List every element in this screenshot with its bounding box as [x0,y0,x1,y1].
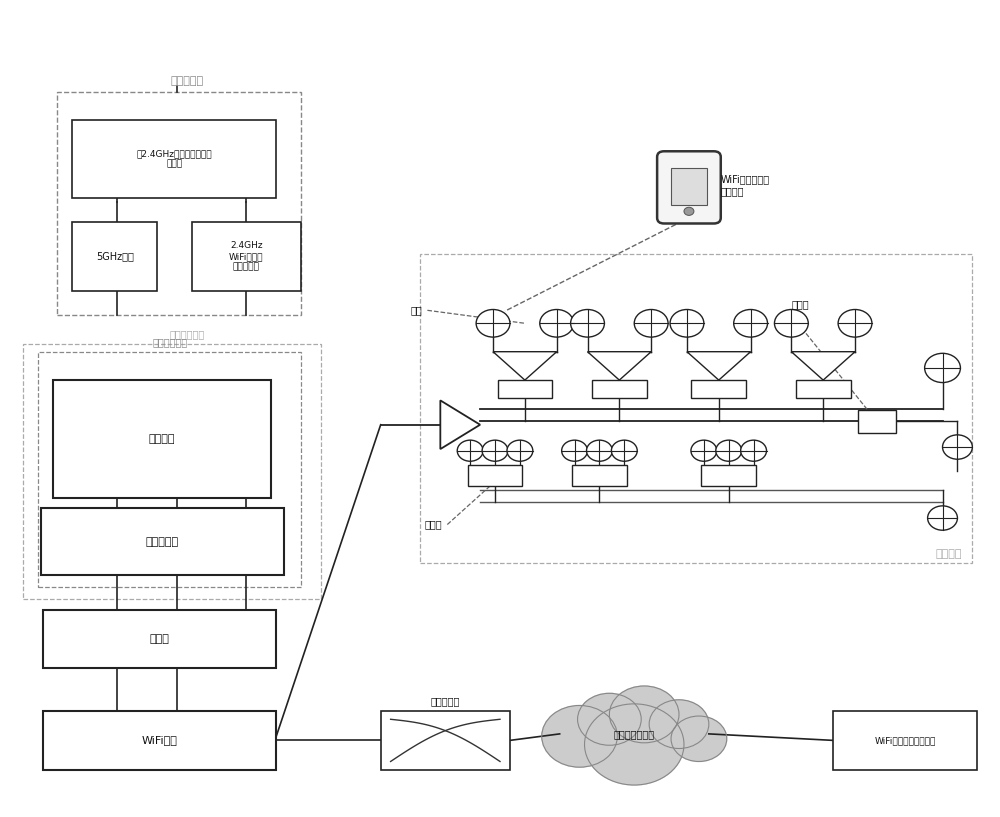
Bar [41,508,284,575]
Text: 信号处理器: 信号处理器 [170,76,203,87]
Bar [192,222,301,291]
Polygon shape [440,400,480,449]
Circle shape [578,694,641,745]
Text: WiFi基站: WiFi基站 [141,735,177,745]
Bar [572,466,627,485]
Circle shape [609,686,679,743]
Circle shape [691,440,717,462]
Text: WiFi信道自适应控制器: WiFi信道自适应控制器 [875,736,936,745]
Bar [592,380,647,398]
Circle shape [571,310,604,337]
Circle shape [774,310,808,337]
Circle shape [734,310,768,337]
Circle shape [671,716,727,761]
Bar [701,466,756,485]
Circle shape [476,310,510,337]
Circle shape [943,435,972,459]
Circle shape [684,208,694,216]
Circle shape [925,353,960,382]
Circle shape [649,700,709,748]
Text: 楼层交换机: 楼层交换机 [431,696,460,707]
Circle shape [540,310,574,337]
Text: 含2.4GHz频段带外抑制的
合路器: 含2.4GHz频段带外抑制的 合路器 [137,150,212,168]
Circle shape [611,440,637,462]
Text: 功分器: 功分器 [425,520,442,529]
Text: 室分系统: 室分系统 [149,434,175,444]
Text: 室分系统: 室分系统 [936,549,962,559]
Bar [43,609,276,668]
Text: 天线: 天线 [411,306,422,315]
Circle shape [590,698,679,770]
Polygon shape [588,351,651,380]
Text: 2.4GHz
WiFi抗干扰
自适应干扰: 2.4GHz WiFi抗干扰 自适应干扰 [229,242,264,271]
Text: 室分系统分支: 室分系统分支 [152,337,187,348]
Text: 5GHz干扰: 5GHz干扰 [96,252,134,261]
Bar [671,168,707,205]
Text: 信号处理器: 信号处理器 [146,537,179,547]
Bar [468,466,522,485]
Circle shape [587,440,612,462]
Bar [43,711,276,770]
Circle shape [585,704,684,785]
Bar [691,380,746,398]
Text: 院内内部局域网: 院内内部局域网 [614,729,655,739]
Bar [858,410,896,433]
Bar [381,711,510,770]
Bar [57,92,301,315]
Circle shape [507,440,533,462]
Text: WiFi信道自适应
评估终端: WiFi信道自适应 评估终端 [721,175,770,196]
Circle shape [542,706,617,767]
Circle shape [741,440,767,462]
Circle shape [457,440,483,462]
Circle shape [482,440,508,462]
Bar [38,351,301,587]
Bar [23,344,321,599]
Polygon shape [493,351,557,380]
Circle shape [670,310,704,337]
Polygon shape [791,351,855,380]
Circle shape [716,440,742,462]
FancyBboxPatch shape [657,151,721,224]
Bar [72,222,157,291]
Polygon shape [687,351,751,380]
Text: 耦合器: 耦合器 [791,299,809,309]
Bar [420,254,972,563]
Bar [796,380,851,398]
Text: 功分器: 功分器 [149,634,169,644]
Circle shape [928,506,957,530]
Bar [833,711,977,770]
Bar [72,120,276,198]
Text: 室分系统分支: 室分系统分支 [169,329,204,340]
Circle shape [838,310,872,337]
Bar [53,380,271,498]
Circle shape [562,440,588,462]
Bar [498,380,552,398]
Circle shape [634,310,668,337]
